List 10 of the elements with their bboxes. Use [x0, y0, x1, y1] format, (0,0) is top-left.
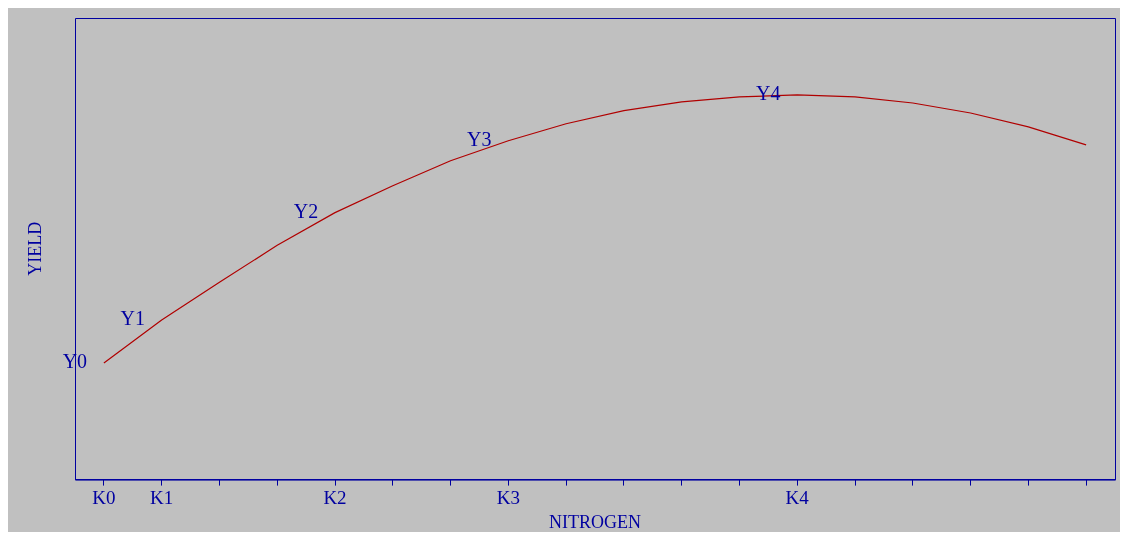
y-axis-title: YIELD — [24, 221, 45, 276]
x-tick-label: K2 — [323, 486, 347, 508]
x-tick-label: K0 — [92, 486, 116, 508]
x-axis-title: NITROGEN — [549, 511, 641, 532]
x-tick-label: K4 — [785, 486, 810, 508]
annotation: Y3 — [467, 127, 492, 150]
x-tick-label: K3 — [496, 486, 520, 508]
annotation: Y2 — [293, 199, 319, 222]
x-tick-label: K1 — [150, 486, 174, 508]
annotation: Y1 — [120, 307, 145, 330]
